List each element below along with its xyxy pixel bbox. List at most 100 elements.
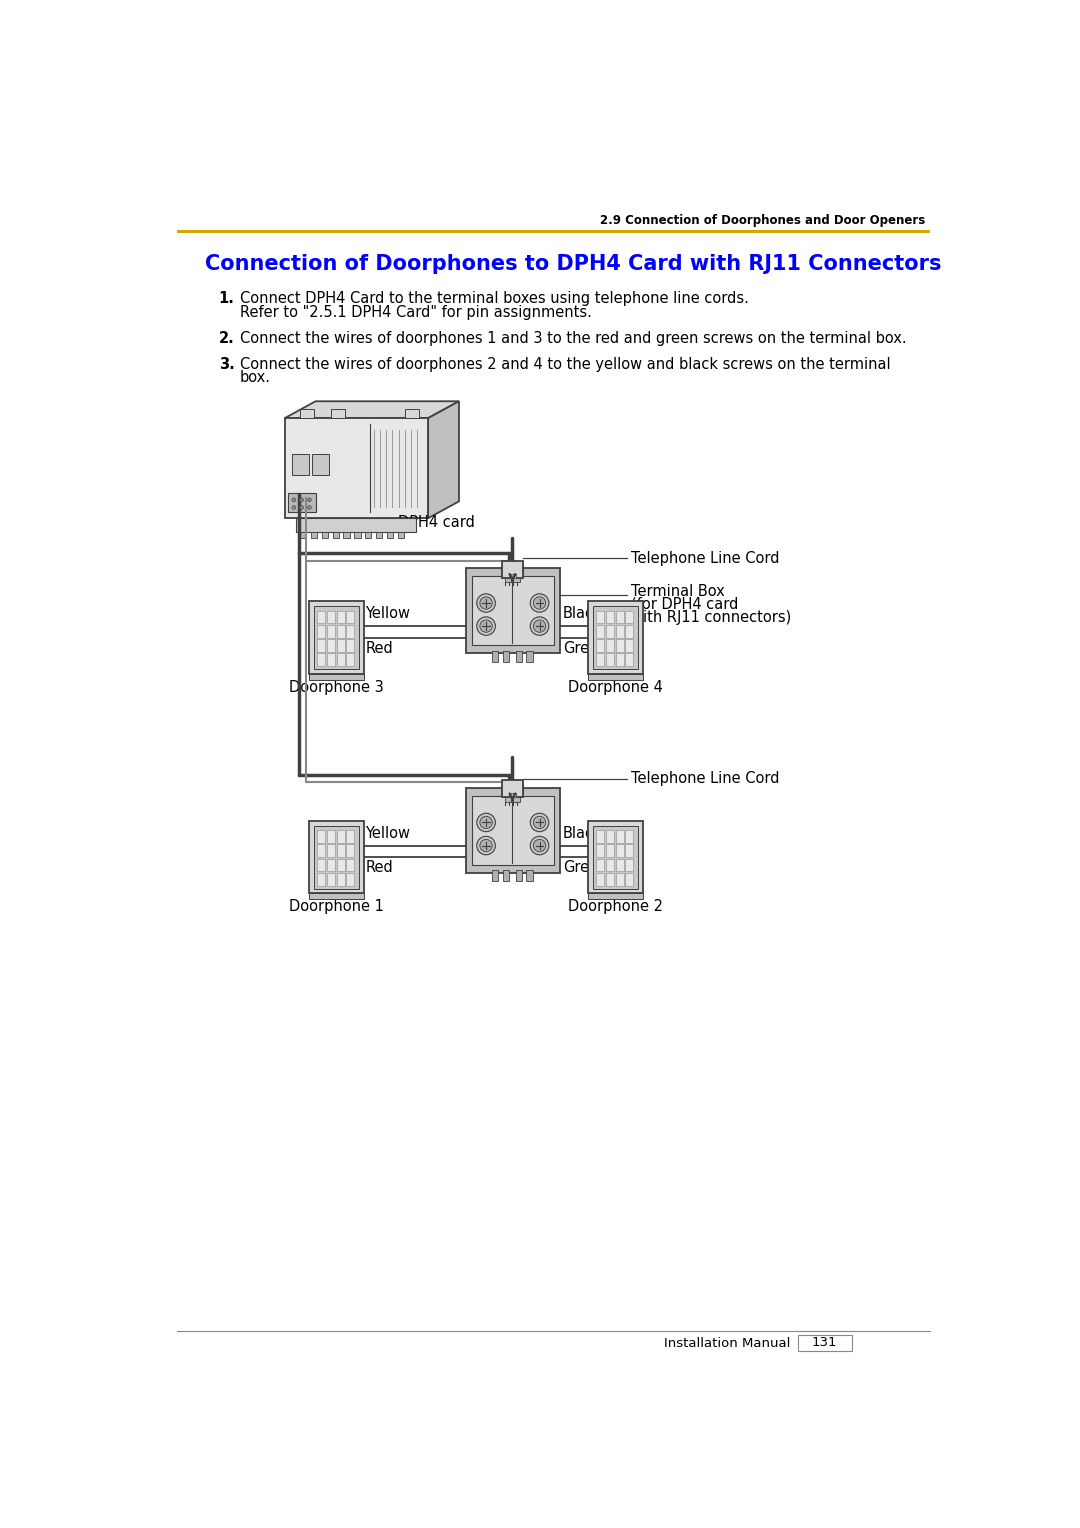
Bar bbox=[606, 859, 613, 871]
Bar bbox=[327, 859, 335, 871]
Bar bbox=[314, 607, 359, 669]
Bar bbox=[318, 830, 325, 843]
Circle shape bbox=[530, 617, 549, 636]
Circle shape bbox=[476, 617, 496, 636]
Bar bbox=[300, 410, 314, 419]
Bar bbox=[309, 674, 364, 680]
Bar bbox=[337, 625, 345, 637]
Bar bbox=[589, 674, 643, 680]
Bar bbox=[327, 625, 335, 637]
Bar bbox=[625, 639, 633, 652]
Circle shape bbox=[530, 594, 549, 613]
Text: DPH4 card: DPH4 card bbox=[399, 515, 475, 530]
Bar bbox=[312, 454, 328, 475]
Bar bbox=[472, 796, 554, 865]
Bar bbox=[501, 564, 524, 573]
Bar bbox=[296, 518, 416, 532]
Polygon shape bbox=[515, 651, 522, 662]
Circle shape bbox=[534, 839, 545, 851]
Bar bbox=[327, 845, 335, 857]
Bar bbox=[177, 229, 930, 234]
Bar bbox=[465, 788, 559, 872]
Circle shape bbox=[534, 816, 545, 828]
Bar bbox=[318, 859, 325, 871]
Bar bbox=[337, 859, 345, 871]
Circle shape bbox=[299, 498, 303, 501]
Bar bbox=[465, 568, 559, 652]
Bar bbox=[504, 578, 521, 582]
Bar bbox=[625, 859, 633, 871]
Bar bbox=[327, 654, 335, 666]
Text: Telephone Line Cord: Telephone Line Cord bbox=[631, 552, 780, 565]
Bar bbox=[318, 872, 325, 886]
Bar bbox=[318, 611, 325, 623]
Bar bbox=[318, 845, 325, 857]
Bar bbox=[504, 798, 521, 802]
Text: (for DPH4 card: (for DPH4 card bbox=[631, 597, 739, 611]
Text: Doorphone 3: Doorphone 3 bbox=[289, 680, 383, 695]
Bar bbox=[365, 532, 372, 538]
Bar bbox=[376, 532, 382, 538]
Text: 2.: 2. bbox=[218, 332, 234, 347]
Text: 2.9 Connection of Doorphones and Door Openers: 2.9 Connection of Doorphones and Door Op… bbox=[600, 214, 926, 226]
Bar bbox=[327, 872, 335, 886]
Bar bbox=[616, 830, 623, 843]
Circle shape bbox=[308, 498, 311, 501]
Bar bbox=[309, 602, 364, 674]
Circle shape bbox=[308, 506, 311, 509]
Bar bbox=[596, 639, 605, 652]
Bar bbox=[589, 894, 643, 900]
Text: Connect the wires of doorphones 1 and 3 to the red and green screws on the termi: Connect the wires of doorphones 1 and 3 … bbox=[240, 332, 906, 347]
Bar bbox=[347, 830, 354, 843]
Polygon shape bbox=[492, 871, 499, 882]
Text: 131: 131 bbox=[812, 1337, 837, 1349]
Bar bbox=[347, 639, 354, 652]
Text: Installation Manual: Installation Manual bbox=[663, 1337, 789, 1351]
Bar bbox=[332, 410, 345, 419]
Bar bbox=[625, 845, 633, 857]
Text: Yellow: Yellow bbox=[365, 827, 410, 840]
Bar bbox=[314, 825, 359, 889]
Bar bbox=[397, 532, 404, 538]
Circle shape bbox=[292, 506, 296, 509]
Bar bbox=[596, 654, 605, 666]
Text: 3.: 3. bbox=[218, 356, 234, 371]
Bar bbox=[300, 532, 307, 538]
Polygon shape bbox=[515, 871, 522, 882]
Bar bbox=[616, 845, 623, 857]
Bar bbox=[318, 654, 325, 666]
Bar bbox=[311, 532, 318, 538]
Text: Red: Red bbox=[365, 640, 393, 656]
Bar bbox=[625, 872, 633, 886]
Bar bbox=[327, 639, 335, 652]
Bar bbox=[337, 845, 345, 857]
Text: Connection of Doorphones to DPH4 Card with RJ11 Connectors: Connection of Doorphones to DPH4 Card wi… bbox=[205, 254, 942, 274]
Circle shape bbox=[534, 597, 545, 610]
Text: Red: Red bbox=[365, 860, 393, 876]
Text: Refer to "2.5.1 DPH4 Card" for pin assignments.: Refer to "2.5.1 DPH4 Card" for pin assig… bbox=[240, 306, 592, 319]
Bar bbox=[509, 793, 516, 798]
Text: box.: box. bbox=[240, 370, 271, 385]
Bar bbox=[318, 625, 325, 637]
Bar bbox=[616, 859, 623, 871]
Circle shape bbox=[292, 498, 296, 501]
Circle shape bbox=[480, 620, 492, 633]
Text: Doorphone 2: Doorphone 2 bbox=[568, 900, 663, 914]
Bar bbox=[347, 845, 354, 857]
Bar bbox=[616, 654, 623, 666]
Bar bbox=[596, 625, 605, 637]
Bar bbox=[501, 784, 524, 793]
Bar bbox=[625, 830, 633, 843]
Text: Connect the wires of doorphones 2 and 4 to the yellow and black screws on the te: Connect the wires of doorphones 2 and 4 … bbox=[240, 356, 890, 371]
Bar bbox=[347, 611, 354, 623]
Bar bbox=[606, 654, 613, 666]
Text: Green: Green bbox=[563, 640, 607, 656]
Bar bbox=[616, 625, 623, 637]
Bar bbox=[798, 1334, 852, 1351]
Bar bbox=[347, 654, 354, 666]
Bar bbox=[596, 830, 605, 843]
Bar bbox=[625, 654, 633, 666]
Bar bbox=[625, 611, 633, 623]
Bar bbox=[616, 611, 623, 623]
Polygon shape bbox=[503, 871, 510, 882]
